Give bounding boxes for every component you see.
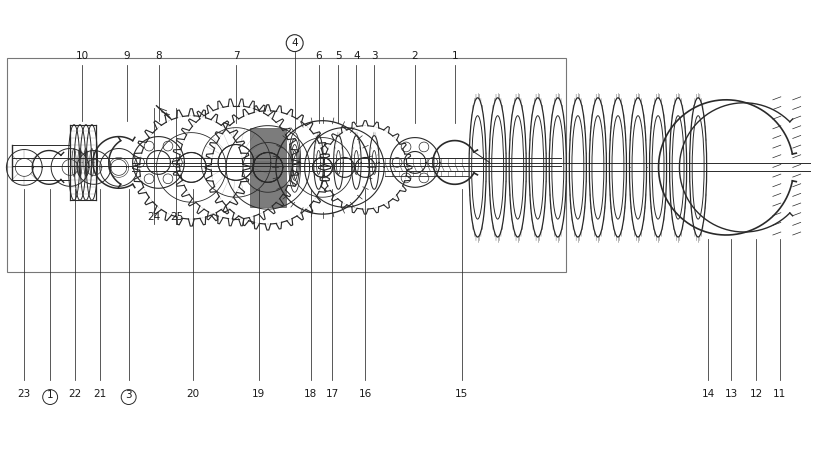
Text: 21: 21 xyxy=(93,389,106,399)
Text: 2: 2 xyxy=(412,51,418,61)
Bar xyxy=(7,58,566,272)
Text: 16: 16 xyxy=(359,389,372,399)
Text: 25: 25 xyxy=(170,212,183,222)
Text: 17: 17 xyxy=(326,389,339,399)
Text: 6: 6 xyxy=(315,51,322,61)
Text: 19: 19 xyxy=(252,389,266,399)
Text: 5: 5 xyxy=(335,51,342,61)
Text: 23: 23 xyxy=(17,389,31,399)
Text: 18: 18 xyxy=(304,389,318,399)
Text: 22: 22 xyxy=(68,389,82,399)
Text: 15: 15 xyxy=(455,389,469,399)
Text: 3: 3 xyxy=(371,51,378,61)
Text: 4: 4 xyxy=(353,51,360,61)
Text: 24: 24 xyxy=(147,212,160,222)
Text: 8: 8 xyxy=(155,51,162,61)
Text: 7: 7 xyxy=(233,51,239,61)
Text: 20: 20 xyxy=(186,389,200,399)
Text: 1: 1 xyxy=(47,390,54,400)
Text: 3: 3 xyxy=(125,390,132,400)
Text: 1: 1 xyxy=(451,51,458,61)
Text: 4: 4 xyxy=(291,38,298,48)
Polygon shape xyxy=(250,127,285,207)
Text: 11: 11 xyxy=(773,389,786,399)
Text: 10: 10 xyxy=(75,51,88,61)
Text: 13: 13 xyxy=(724,389,738,399)
Text: 12: 12 xyxy=(749,389,762,399)
Text: 9: 9 xyxy=(124,51,130,61)
Text: 14: 14 xyxy=(701,389,715,399)
